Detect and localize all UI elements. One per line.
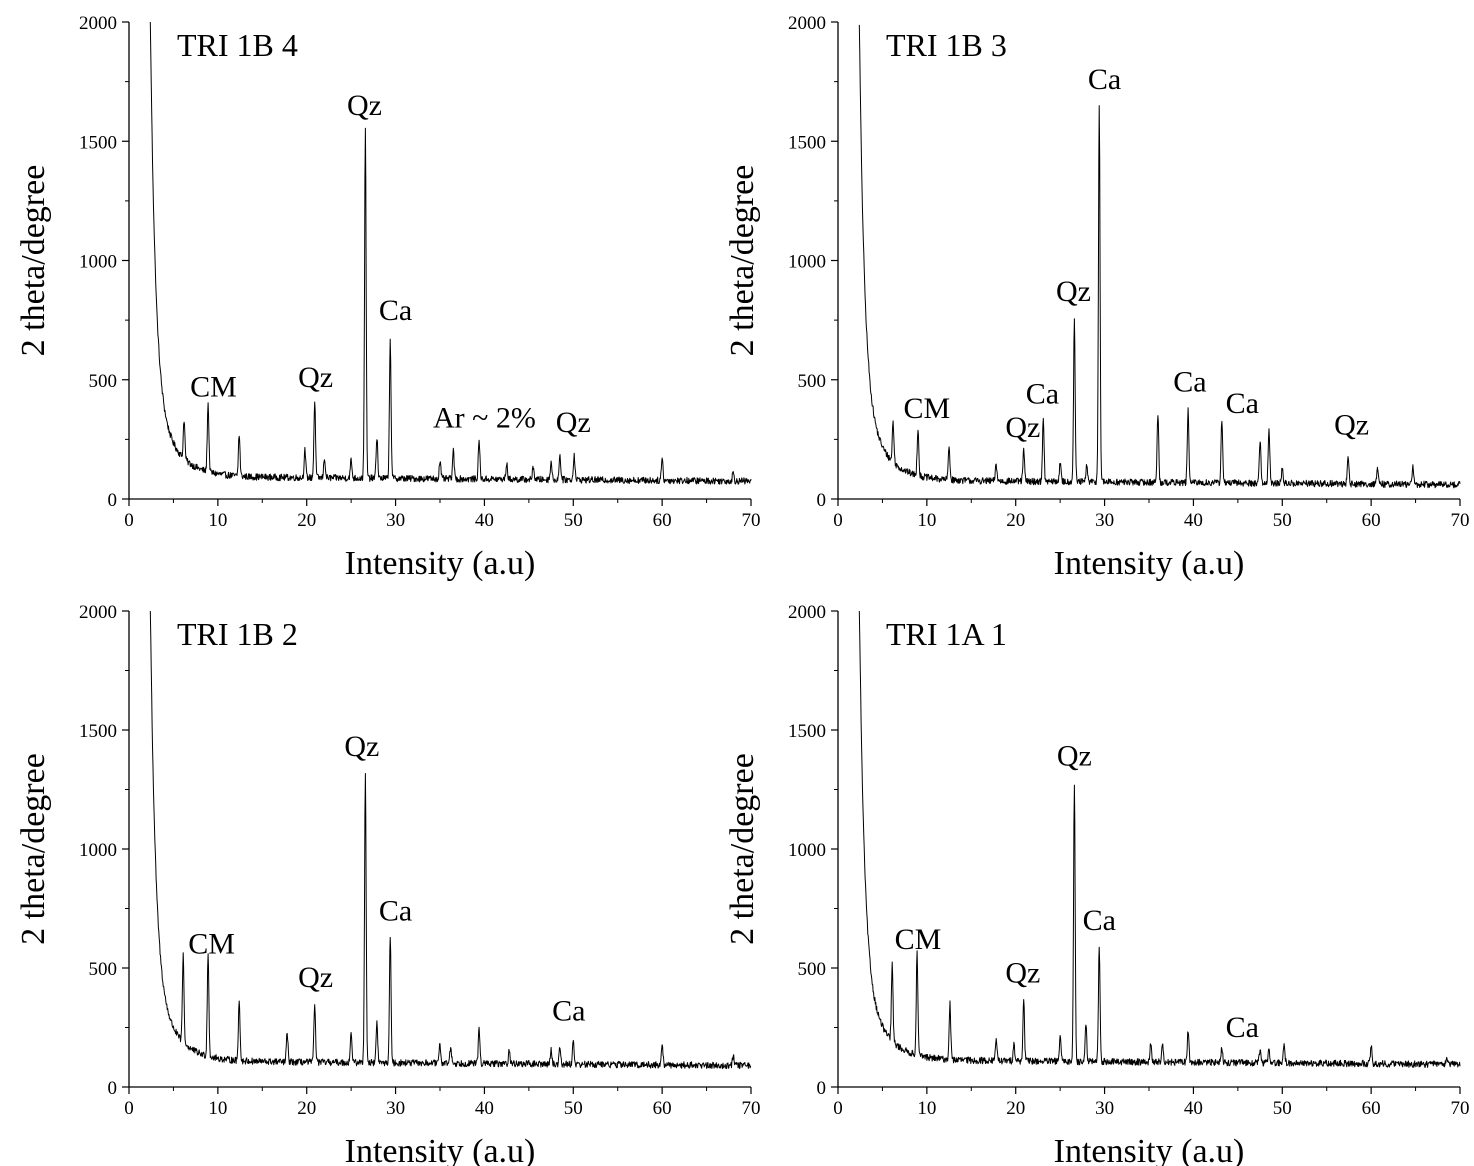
y-tick-label: 1500 xyxy=(788,721,826,742)
y-tick-label: 1500 xyxy=(79,132,117,153)
y-axis-title: 2 theta/degree xyxy=(724,165,761,357)
x-axis-title: Intensity (a.u) xyxy=(345,1133,536,1166)
x-tick-label: 10 xyxy=(208,510,227,531)
x-tick-label: 10 xyxy=(917,510,936,531)
x-tick-label: 40 xyxy=(475,510,494,531)
peak-label: CM xyxy=(895,923,942,956)
x-tick-label: 60 xyxy=(1362,510,1381,531)
peak-label: Qz xyxy=(1005,411,1040,444)
x-tick-label: 20 xyxy=(297,510,316,531)
panel-tri-1b-2: 0 10 20 30 40 50 60 70 0 500 1000 1500 2000 Intensity… xyxy=(15,602,761,1166)
y-axis-title: 2 theta/degree xyxy=(724,753,761,945)
peak-label: Qz xyxy=(298,961,333,994)
y-axis-title: 2 theta/degree xyxy=(15,753,52,945)
y-tick-label: 0 xyxy=(817,1078,827,1099)
peak-label: Ca xyxy=(1026,378,1059,411)
peak-label: Ca xyxy=(1083,904,1116,937)
peak-label: Ca xyxy=(379,894,412,927)
x-tick-label: 0 xyxy=(124,1098,134,1119)
x-tick-label: 30 xyxy=(386,510,405,531)
x-tick-label: 30 xyxy=(386,1098,405,1119)
y-tick-label: 1000 xyxy=(79,840,117,861)
x-tick-label: 50 xyxy=(1273,1098,1292,1119)
y-tick-label: 500 xyxy=(89,959,118,980)
y-tick-label: 0 xyxy=(108,1078,118,1099)
x-axis-title: Intensity (a.u) xyxy=(1054,1133,1245,1166)
y-tick-label: 2000 xyxy=(788,13,826,34)
x-tick-label: 30 xyxy=(1095,1098,1114,1119)
peak-label: Qz xyxy=(298,361,333,394)
y-tick-label: 1000 xyxy=(79,252,117,273)
peak-label: Ca xyxy=(379,294,412,327)
panel-tri-1b-4: 0 10 20 30 40 50 60 70 0 500 1000 1500 2000 Intensity… xyxy=(15,13,761,582)
peak-label: Ca xyxy=(1226,387,1259,420)
y-tick-label: 0 xyxy=(817,490,827,511)
peak-label: CM xyxy=(904,392,951,425)
y-tick-label: 1000 xyxy=(788,840,826,861)
y-tick-label: 2000 xyxy=(79,13,117,34)
x-tick-label: 70 xyxy=(742,1098,761,1119)
diffraction-trace xyxy=(149,21,752,485)
y-axis-title: 2 theta/degree xyxy=(15,165,52,357)
peak-label: CM xyxy=(188,928,235,961)
x-tick-label: 20 xyxy=(1006,510,1025,531)
x-axis-title: Intensity (a.u) xyxy=(345,545,536,582)
peak-label: Qz xyxy=(1005,956,1040,989)
x-tick-label: 60 xyxy=(653,1098,672,1119)
peak-label: Qz xyxy=(1056,275,1091,308)
x-tick-label: 0 xyxy=(124,510,134,531)
peak-label: Qz xyxy=(1334,409,1369,442)
diffraction-trace xyxy=(149,610,752,1070)
x-tick-label: 0 xyxy=(833,1098,843,1119)
y-tick-label: 500 xyxy=(798,371,827,392)
peak-label: Ca xyxy=(1088,63,1121,96)
panel-title: TRI 1B 4 xyxy=(177,27,298,63)
peak-label: Ca xyxy=(1226,1011,1259,1044)
x-tick-label: 70 xyxy=(742,510,761,531)
y-tick-label: 1000 xyxy=(788,252,826,273)
x-tick-label: 20 xyxy=(1006,1098,1025,1119)
peak-label: Qz xyxy=(556,406,591,439)
x-tick-label: 60 xyxy=(653,510,672,531)
x-axis-title: Intensity (a.u) xyxy=(1054,545,1245,582)
x-tick-label: 50 xyxy=(564,510,583,531)
x-tick-label: 70 xyxy=(1451,510,1470,531)
x-tick-label: 70 xyxy=(1451,1098,1470,1119)
x-tick-label: 0 xyxy=(833,510,843,531)
x-tick-label: 50 xyxy=(564,1098,583,1119)
y-tick-label: 1500 xyxy=(79,721,117,742)
x-tick-label: 40 xyxy=(1184,510,1203,531)
y-tick-label: 2000 xyxy=(788,602,826,623)
y-tick-label: 500 xyxy=(798,959,827,980)
peak-label: CM xyxy=(190,370,237,403)
peak-label: Qz xyxy=(344,730,379,763)
y-tick-label: 500 xyxy=(89,371,118,392)
y-tick-label: 2000 xyxy=(79,602,117,623)
x-tick-label: 20 xyxy=(297,1098,316,1119)
panel-title: TRI 1B 2 xyxy=(177,616,298,652)
diffraction-trace xyxy=(858,24,1461,489)
peak-label: Ca xyxy=(1173,366,1206,399)
x-tick-label: 10 xyxy=(208,1098,227,1119)
x-tick-label: 40 xyxy=(1184,1098,1203,1119)
x-tick-label: 10 xyxy=(917,1098,936,1119)
x-tick-label: 40 xyxy=(475,1098,494,1119)
y-tick-label: 0 xyxy=(108,490,118,511)
panel-title: TRI 1B 3 xyxy=(886,27,1007,63)
diffraction-trace xyxy=(858,610,1461,1068)
x-tick-label: 30 xyxy=(1095,510,1114,531)
x-tick-label: 50 xyxy=(1273,510,1292,531)
panel-tri-1a-1: 0 10 20 30 40 50 60 70 0 500 1000 1500 2000 Intensity… xyxy=(724,602,1470,1166)
x-tick-label: 60 xyxy=(1362,1098,1381,1119)
peak-label: Qz xyxy=(1057,740,1092,773)
peak-label: Ar ~ 2% xyxy=(433,401,536,434)
peak-label: Qz xyxy=(347,89,382,122)
y-tick-label: 1500 xyxy=(788,132,826,153)
panel-tri-1b-3: 0 10 20 30 40 50 60 70 0 500 1000 1500 2000 Intensity… xyxy=(724,13,1470,582)
panel-title: TRI 1A 1 xyxy=(886,616,1007,652)
peak-label: Ca xyxy=(552,994,585,1027)
